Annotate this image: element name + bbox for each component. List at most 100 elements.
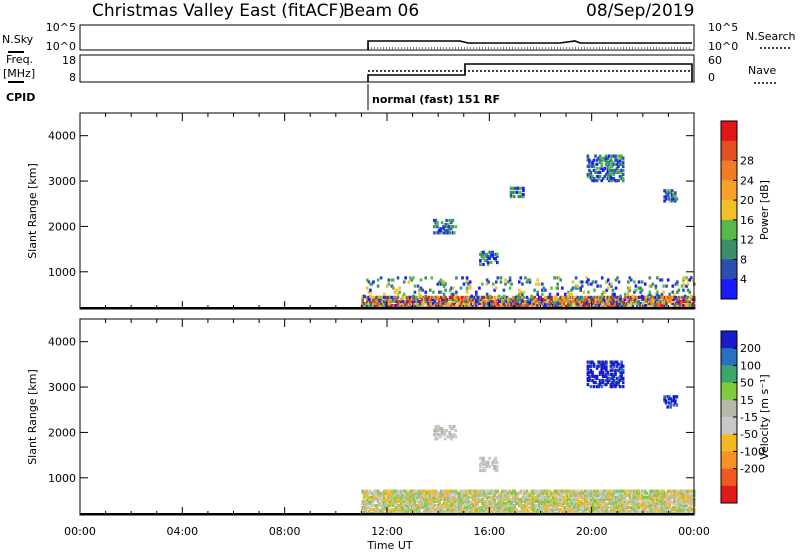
echo-pixel	[459, 501, 463, 505]
echo-pixel	[499, 503, 503, 508]
echo-pixel	[646, 304, 650, 308]
echo-pixel	[376, 503, 380, 508]
echo-pixel	[527, 297, 530, 302]
echo-pixel	[650, 505, 653, 510]
echo-pixel	[438, 510, 441, 514]
echo-pixel	[587, 302, 590, 306]
echo-pixel	[464, 508, 467, 512]
echo-pixel	[561, 302, 564, 306]
echo-pixel	[561, 493, 564, 497]
echo-pixel	[660, 493, 664, 497]
echo-pixel	[633, 503, 636, 508]
echo-pixel	[429, 299, 432, 304]
echo-pixel	[452, 501, 455, 505]
echo-pixel	[595, 158, 599, 162]
echo-pixel	[450, 497, 453, 501]
echo-pixel	[471, 505, 475, 510]
echo-pixel	[525, 497, 529, 501]
echo-pixel	[412, 505, 415, 510]
echo-pixel	[387, 304, 391, 308]
echo-pixel	[402, 510, 406, 514]
echo-pixel	[507, 505, 510, 510]
echo-pixel	[679, 495, 682, 499]
echo-pixel	[519, 510, 523, 514]
echo-pixel	[367, 302, 371, 306]
echo-pixel	[513, 499, 516, 503]
echo-pixel	[445, 499, 449, 503]
echo-pixel	[364, 493, 368, 497]
echo-pixel	[384, 304, 387, 308]
echo-pixel	[387, 297, 391, 302]
echo-pixel	[373, 304, 377, 308]
echo-pixel	[662, 302, 665, 306]
echo-pixel	[669, 199, 672, 203]
echo-pixel	[479, 489, 483, 493]
echo-pixel	[525, 489, 529, 493]
echo-pixel	[587, 495, 590, 499]
echo-pixel	[475, 297, 478, 302]
echo-pixel	[634, 491, 638, 495]
echo-pixel	[544, 497, 547, 501]
echo-pixel	[648, 505, 652, 510]
echo-pixel	[471, 493, 475, 497]
echo-pixel	[568, 497, 572, 501]
echo-pixel	[668, 503, 671, 508]
echo-pixel	[363, 304, 366, 308]
echo-pixel	[481, 501, 484, 505]
echo-pixel	[556, 499, 559, 503]
colorbar-tick-label: 28	[740, 155, 754, 168]
echo-pixel	[597, 170, 600, 174]
echo-pixel	[402, 304, 406, 308]
echo-pixel	[553, 497, 556, 501]
echo-pixel	[488, 508, 492, 512]
echo-pixel	[554, 491, 558, 495]
echo-pixel	[536, 499, 539, 503]
echo-pixel	[422, 499, 426, 503]
echo-pixel	[511, 302, 515, 306]
echo-pixel	[502, 501, 506, 505]
echo-pixel	[614, 158, 617, 162]
echo-pixel	[519, 501, 523, 505]
echo-pixel	[623, 503, 627, 508]
echo-pixel	[485, 252, 488, 256]
echo-pixel	[598, 158, 602, 162]
echo-pixel	[603, 362, 606, 366]
echo-pixel	[545, 508, 549, 512]
echo-pixel	[605, 362, 608, 366]
freq-unit: [MHz]	[3, 67, 35, 80]
echo-pixel	[522, 497, 526, 501]
echo-pixel	[600, 497, 604, 501]
echo-pixel	[691, 508, 694, 512]
echo-pixel	[510, 501, 513, 505]
echo-pixel	[449, 225, 453, 229]
echo-pixel	[398, 505, 401, 510]
echo-pixel	[570, 495, 573, 499]
echo-pixel	[614, 503, 618, 508]
echo-pixel	[427, 501, 430, 505]
echo-pixel	[607, 295, 610, 299]
echo-pixel	[405, 489, 409, 493]
echo-pixel	[548, 304, 552, 308]
echo-pixel	[425, 503, 429, 508]
echo-pixel	[504, 508, 507, 512]
echo-pixel	[662, 489, 665, 493]
echo-pixel	[599, 499, 602, 503]
echo-pixel	[591, 297, 595, 302]
echo-pixel	[410, 299, 414, 304]
echo-pixel	[679, 501, 682, 505]
echo-pixel	[491, 254, 494, 258]
echo-pixel	[442, 495, 446, 499]
echo-pixel	[448, 304, 452, 308]
echo-pixel	[666, 189, 669, 193]
echo-pixel	[686, 495, 690, 499]
echo-pixel	[458, 503, 461, 508]
echo-pixel	[589, 385, 593, 389]
echo-pixel	[471, 297, 475, 302]
echo-pixel	[573, 297, 576, 302]
echo-pixel	[432, 304, 435, 308]
echo-pixel	[519, 302, 523, 306]
echo-pixel	[564, 508, 567, 512]
echo-pixel	[567, 491, 570, 495]
echo-pixel	[422, 302, 426, 306]
echo-pixel	[659, 302, 662, 306]
